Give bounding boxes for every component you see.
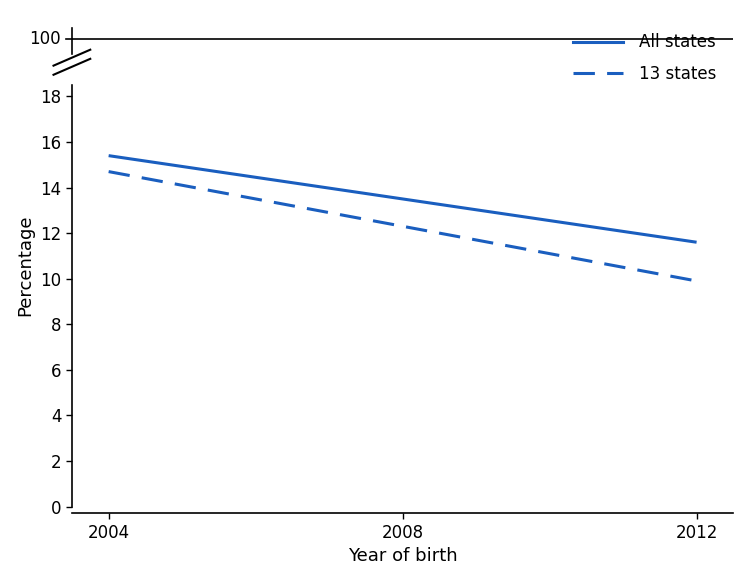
X-axis label: Year of birth: Year of birth bbox=[348, 547, 458, 565]
Y-axis label: Percentage: Percentage bbox=[16, 214, 34, 316]
Text: 100: 100 bbox=[29, 30, 61, 48]
Legend: All states, 13 states: All states, 13 states bbox=[564, 25, 725, 91]
Bar bbox=[62, 55, 75, 83]
